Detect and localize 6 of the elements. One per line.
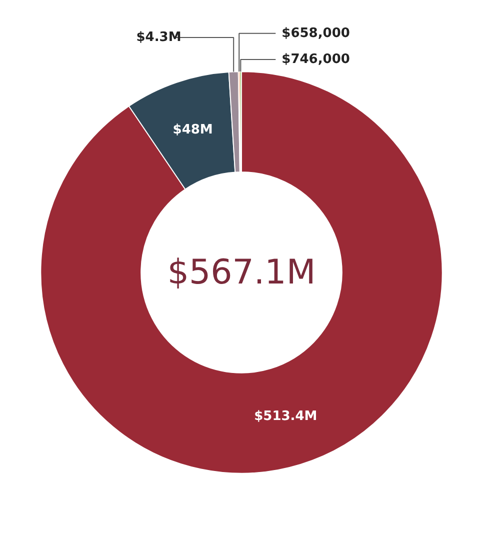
data-label: $4.3M — [136, 30, 182, 45]
data-label: $513.4M — [254, 408, 318, 424]
data-label: $658,000 — [282, 26, 350, 41]
data-label: $746,000 — [282, 52, 350, 68]
text: $567.1M — [167, 252, 316, 292]
data-label: $48M — [172, 122, 213, 138]
